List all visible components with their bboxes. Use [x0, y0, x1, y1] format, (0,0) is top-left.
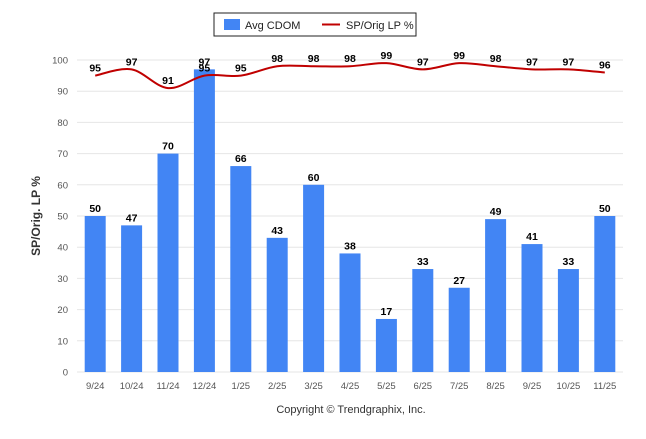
y-tick-label: 10 [57, 336, 68, 347]
bar-value-label: 70 [162, 141, 174, 153]
bar [230, 166, 252, 372]
line-value-label: 98 [344, 53, 356, 65]
bar [375, 318, 397, 372]
bar [193, 69, 215, 373]
line-value-label: 99 [453, 50, 465, 62]
bar [121, 225, 143, 372]
x-tick-label: 4/25 [341, 381, 360, 392]
x-tick-label: 9/25 [523, 381, 542, 392]
line-series [94, 62, 605, 90]
x-tick-label: 10/24 [120, 381, 144, 392]
line-value-label: 98 [308, 53, 320, 65]
x-tick-label: 2/25 [268, 381, 287, 392]
line-value-label: 95 [199, 63, 211, 75]
bar-value-label: 47 [126, 212, 138, 224]
x-tick-label: 9/24 [86, 381, 105, 392]
line-value-label: 96 [599, 59, 611, 71]
bar-value-label: 38 [344, 240, 356, 252]
bar [594, 216, 616, 372]
line-value-label: 98 [271, 53, 283, 65]
bar-series [84, 69, 616, 373]
line-value-label: 97 [563, 56, 575, 68]
line-value-label: 91 [162, 75, 174, 87]
bar-value-label: 97 [199, 56, 211, 68]
bar-value-label: 60 [308, 172, 320, 184]
bar-value-label: 66 [235, 153, 247, 165]
bar [412, 269, 434, 372]
bar [339, 253, 361, 372]
y-axis-ticks: 0 10 20 30 40 50 60 70 80 90 100 [52, 56, 68, 379]
bar-value-label: 33 [563, 256, 575, 268]
x-tick-label: 3/25 [304, 381, 323, 392]
legend-swatch-avg-cdom [224, 19, 240, 30]
x-axis-ticks: 9/24 10/24 11/24 12/24 1/25 2/25 3/25 4/25 5/25 6… [86, 381, 616, 392]
line-series-path [94, 62, 605, 90]
y-axis-title: SP/Orig. LP % [29, 176, 43, 256]
bar-value-label: 43 [271, 225, 283, 237]
bar-value-label: 17 [381, 306, 393, 318]
x-tick-label: 8/25 [486, 381, 505, 392]
line-value-label: 97 [126, 56, 138, 68]
bar [557, 269, 579, 372]
bar-value-label: 41 [526, 231, 538, 243]
bar [448, 287, 470, 372]
x-tick-label: 6/25 [414, 381, 433, 392]
bar-value-label: 50 [599, 203, 611, 215]
line-value-label: 95 [235, 63, 247, 75]
x-tick-label: 10/25 [557, 381, 581, 392]
bar-value-label: 27 [453, 275, 465, 287]
x-tick-label: 7/25 [450, 381, 469, 392]
x-tick-label: 11/25 [593, 381, 616, 392]
y-tick-label: 30 [57, 274, 68, 285]
y-tick-label: 100 [52, 56, 68, 67]
bar-value-label: 33 [417, 256, 429, 268]
bar [84, 216, 106, 372]
legend-label-avg-cdom: Avg CDOM [245, 20, 300, 32]
line-value-label: 99 [381, 50, 393, 62]
copyright-text: Copyright © Trendgraphix, Inc. [276, 404, 425, 416]
y-tick-label: 40 [57, 243, 68, 254]
y-tick-label: 80 [57, 118, 68, 129]
bar [521, 244, 543, 372]
bar [485, 219, 507, 372]
bar [157, 153, 179, 372]
bar-value-label: 50 [89, 203, 101, 215]
bar [266, 237, 288, 372]
bar [303, 184, 325, 372]
y-tick-label: 50 [57, 212, 68, 223]
line-value-label: 97 [526, 56, 538, 68]
x-tick-label: 11/24 [156, 381, 179, 392]
bar-data-labels: 50 47 70 97 66 43 60 38 17 33 27 49 41 33 50 [89, 56, 610, 318]
bar-value-label: 49 [490, 206, 502, 218]
line-value-label: 95 [89, 63, 101, 75]
y-tick-label: 0 [63, 368, 68, 379]
legend-box [213, 12, 417, 37]
line-value-label: 98 [490, 53, 502, 65]
x-tick-label: 12/24 [193, 381, 217, 392]
y-tick-label: 60 [57, 180, 68, 191]
x-tick-label: 1/25 [232, 381, 251, 392]
x-tick-label: 5/25 [377, 381, 396, 392]
y-tick-label: 70 [57, 149, 68, 160]
y-tick-label: 20 [57, 305, 68, 316]
legend: Avg CDOM SP/Orig LP % [213, 12, 417, 37]
y-tick-label: 90 [57, 87, 68, 98]
legend-label-sp-orig-lp: SP/Orig LP % [346, 20, 414, 32]
line-value-label: 97 [417, 56, 429, 68]
